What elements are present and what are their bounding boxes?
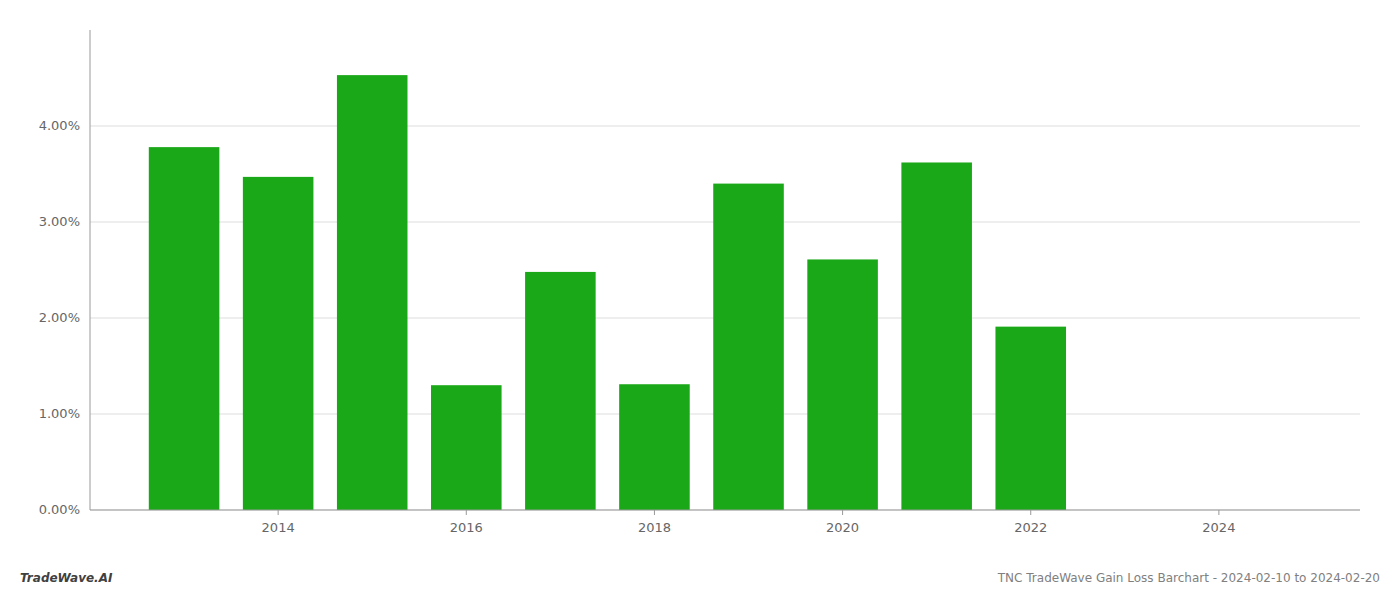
bar bbox=[243, 177, 314, 510]
chart-svg: 0.00% 1.00% 2.00% 3.00% 4.00% 2014 2016 2018 202… bbox=[0, 0, 1400, 600]
x-tick bbox=[654, 510, 655, 515]
bar bbox=[807, 259, 878, 510]
y-tick-label: 3.00% bbox=[39, 214, 80, 229]
x-tick bbox=[1218, 510, 1219, 515]
x-tick-label: 2018 bbox=[638, 520, 671, 535]
y-tick-label: 0.00% bbox=[39, 502, 80, 517]
x-tick bbox=[842, 510, 843, 515]
x-tick-label: 2020 bbox=[826, 520, 859, 535]
bar bbox=[713, 184, 784, 510]
y-grid bbox=[90, 126, 1360, 510]
annotation-left: TradeWave.AI bbox=[20, 571, 113, 585]
x-tick-label: 2014 bbox=[262, 520, 295, 535]
bar bbox=[901, 162, 972, 510]
y-tick-label: 2.00% bbox=[39, 310, 80, 325]
bar bbox=[525, 272, 596, 510]
chart-container: 0.00% 1.00% 2.00% 3.00% 4.00% 2014 2016 2018 202… bbox=[0, 0, 1400, 600]
x-tick bbox=[1030, 510, 1031, 515]
y-axis: 0.00% 1.00% 2.00% 3.00% 4.00% bbox=[39, 118, 80, 517]
x-axis: 2014 2016 2018 2020 2022 2024 bbox=[262, 510, 1236, 535]
bar bbox=[337, 75, 408, 510]
grid-line bbox=[90, 126, 1360, 127]
grid-line bbox=[90, 510, 1360, 511]
x-axis-line bbox=[90, 510, 1360, 511]
y-tick-label: 4.00% bbox=[39, 118, 80, 133]
bar bbox=[995, 327, 1066, 510]
x-tick-label: 2024 bbox=[1202, 520, 1235, 535]
bar bbox=[619, 384, 690, 510]
y-tick-label: 1.00% bbox=[39, 406, 80, 421]
x-tick-label: 2016 bbox=[450, 520, 483, 535]
x-tick-label: 2022 bbox=[1014, 520, 1047, 535]
bar bbox=[149, 147, 220, 510]
bars bbox=[149, 75, 1066, 510]
x-tick bbox=[278, 510, 279, 515]
y-axis-line bbox=[90, 30, 91, 510]
x-tick bbox=[466, 510, 467, 515]
annotation-right: TNC TradeWave Gain Loss Barchart - 2024-… bbox=[997, 571, 1380, 585]
bar bbox=[431, 385, 502, 510]
